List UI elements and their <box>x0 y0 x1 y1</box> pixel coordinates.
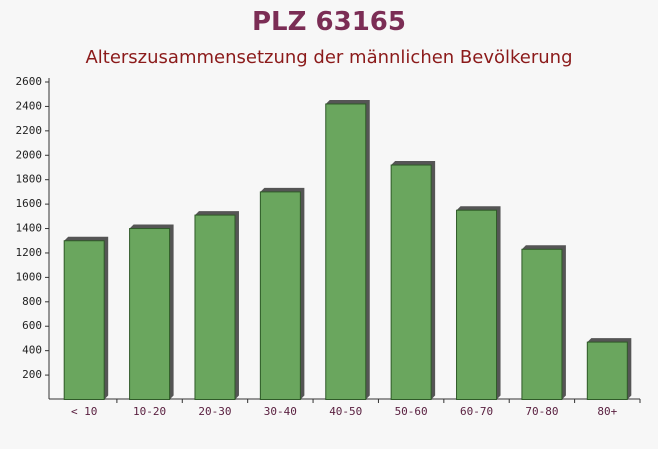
y-tick-label: 1600 <box>16 197 43 210</box>
y-tick-label: 1000 <box>16 270 43 283</box>
x-tick-label: 80+ <box>597 405 617 418</box>
x-tick-label: 20-30 <box>198 405 231 418</box>
x-tick-label: 60-70 <box>460 405 493 418</box>
x-tick-label: < 10 <box>71 405 98 418</box>
bar <box>194 214 236 400</box>
chart-subtitle: Alterszusammensetzung der männlichen Bev… <box>85 47 572 68</box>
y-tick-label: 2200 <box>16 124 43 137</box>
y-tick-label: 2600 <box>16 75 43 88</box>
bar <box>390 164 432 400</box>
y-tick-label: 1200 <box>16 246 43 259</box>
bar <box>325 103 367 400</box>
bar <box>63 240 105 400</box>
bar <box>259 191 301 400</box>
bar <box>586 341 628 401</box>
bar <box>129 228 171 400</box>
bar <box>456 209 498 400</box>
y-tick-label: 2000 <box>16 148 43 161</box>
y-tick-label: 1400 <box>16 222 43 235</box>
chart-title: PLZ 63165 <box>252 7 406 37</box>
x-tick-label: 10-20 <box>133 405 166 418</box>
x-tick-label: 40-50 <box>329 405 362 418</box>
x-tick-label: 70-80 <box>525 405 558 418</box>
y-tick-label: 200 <box>22 368 42 381</box>
bar <box>521 248 563 400</box>
y-tick-label: 2400 <box>16 99 43 112</box>
x-tick-label: 50-60 <box>395 405 428 418</box>
x-tick-label: 30-40 <box>264 405 297 418</box>
y-tick-label: 400 <box>22 344 42 357</box>
y-tick-label: 1800 <box>16 173 43 186</box>
y-tick-label: 600 <box>22 319 42 332</box>
y-tick-label: 800 <box>22 295 42 308</box>
